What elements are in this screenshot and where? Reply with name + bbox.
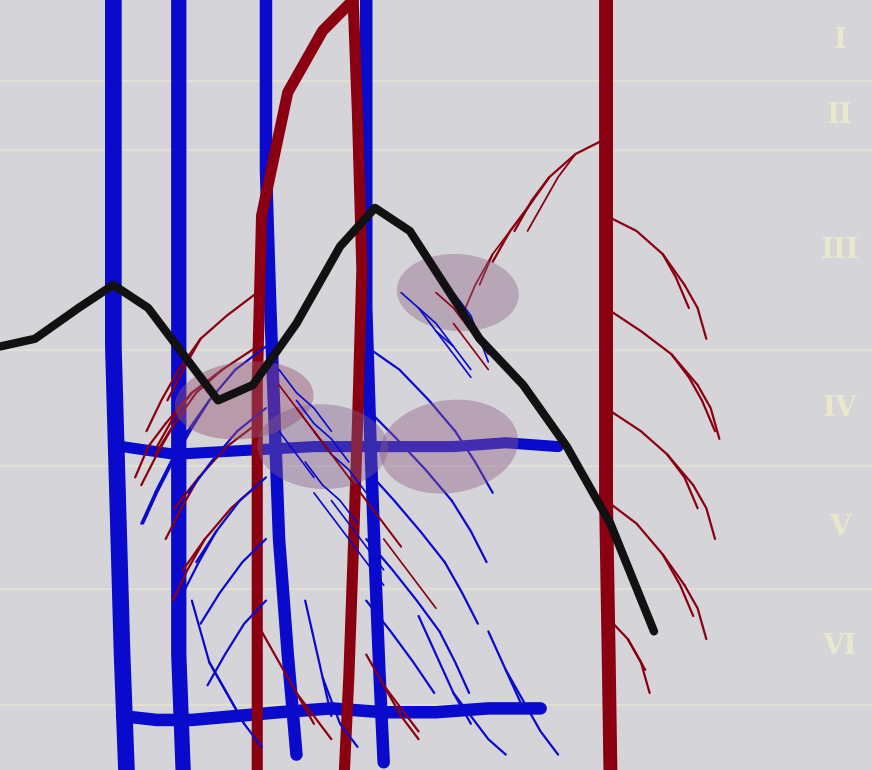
Ellipse shape bbox=[380, 400, 518, 494]
Text: VI: VI bbox=[822, 633, 857, 661]
Text: V: V bbox=[829, 514, 850, 541]
Text: I: I bbox=[834, 27, 846, 54]
Text: II: II bbox=[827, 102, 853, 129]
Text: IV: IV bbox=[822, 394, 857, 422]
Ellipse shape bbox=[397, 254, 519, 331]
Ellipse shape bbox=[257, 404, 388, 489]
Text: III: III bbox=[821, 236, 859, 264]
Ellipse shape bbox=[174, 361, 314, 440]
